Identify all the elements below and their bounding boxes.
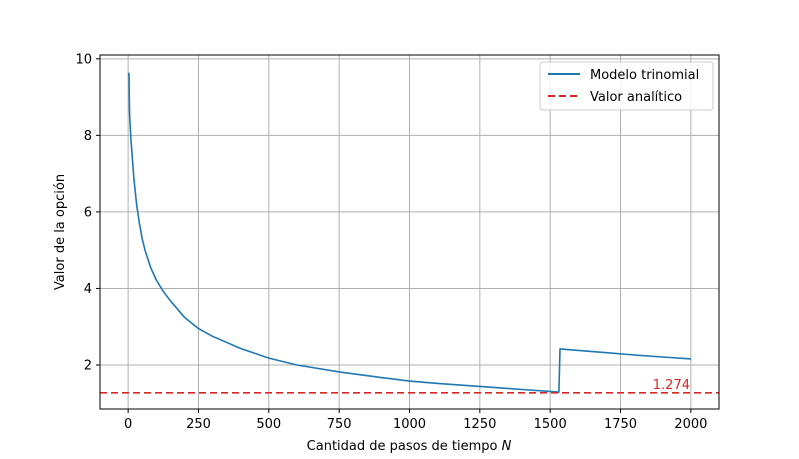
legend: Modelo trinomial Valor analítico bbox=[539, 61, 714, 111]
y-tick-label: 8 bbox=[84, 129, 92, 144]
series-line-modelo-trinomial bbox=[127, 72, 691, 394]
x-tick-label: 1750 bbox=[604, 417, 637, 432]
x-tick-label: 750 bbox=[327, 417, 352, 432]
x-tick-label: 500 bbox=[256, 417, 281, 432]
plot-frame bbox=[99, 54, 720, 410]
legend-label-model: Modelo trinomial bbox=[590, 68, 699, 83]
x-tick-label: 250 bbox=[186, 417, 211, 432]
x-tick-label: 1000 bbox=[393, 417, 426, 432]
x-tick-label: 1250 bbox=[463, 417, 496, 432]
x-axis-label: Cantidad de pasos de tiempo N bbox=[307, 439, 512, 454]
y-tick-label: 10 bbox=[75, 52, 92, 67]
x-tick-label: 1500 bbox=[534, 417, 567, 432]
y-axis-ticks: 2 4 6 8 10 bbox=[75, 52, 100, 373]
x-axis-ticks: 0 250 500 750 1000 1250 1500 1750 2000 bbox=[124, 409, 707, 432]
y-tick-label: 6 bbox=[84, 205, 92, 220]
y-tick-label: 2 bbox=[84, 358, 92, 373]
y-axis-label: Valor de la opción bbox=[53, 174, 68, 290]
series-layer bbox=[100, 72, 719, 394]
legend-box bbox=[539, 61, 714, 111]
y-tick-label: 4 bbox=[84, 282, 92, 297]
x-tick-label: 0 bbox=[124, 417, 132, 432]
x-tick-label: 2000 bbox=[674, 417, 707, 432]
analytic-value-annotation: 1.274 bbox=[653, 378, 690, 393]
legend-label-analytic: Valor analítico bbox=[590, 90, 682, 105]
grid-lines bbox=[100, 55, 719, 409]
